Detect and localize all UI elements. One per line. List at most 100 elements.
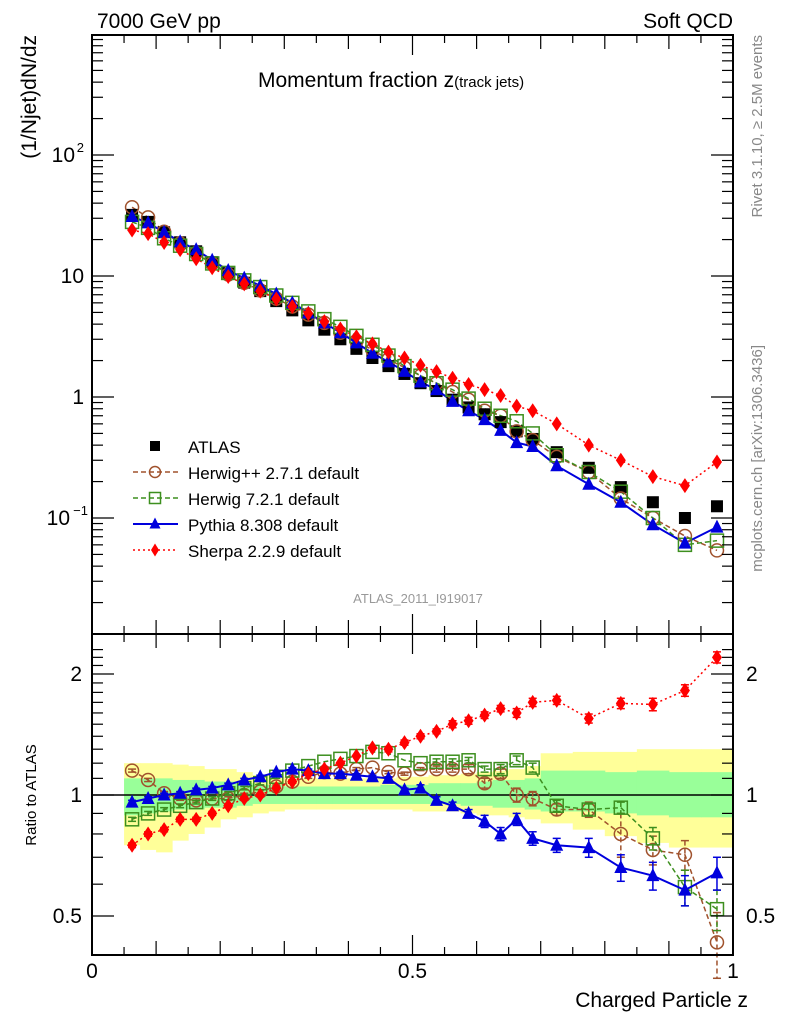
legend-label: Herwig 7.2.1 default xyxy=(188,490,339,509)
sherpa-marker xyxy=(431,723,442,739)
herwig7-marker xyxy=(156,802,172,817)
sherpa-marker xyxy=(223,269,234,285)
herwig7-marker xyxy=(549,798,564,814)
uncertainty-bands xyxy=(92,749,734,853)
pythia-marker xyxy=(494,422,508,436)
herwig7-marker xyxy=(613,800,629,815)
sherpa-marker xyxy=(679,682,690,698)
x-tick-label: 0.5 xyxy=(398,960,427,983)
sherpa-marker xyxy=(415,728,426,744)
main-title-suffix: (track jets) xyxy=(454,74,524,91)
y-tick-label-ratio-right: 1 xyxy=(746,784,758,807)
sherpa-marker xyxy=(431,364,442,380)
herwig7-marker xyxy=(140,806,156,821)
pythia-marker xyxy=(414,780,428,794)
sherpa-marker xyxy=(447,716,458,732)
y-tick-label-ratio-left: 1 xyxy=(70,784,82,807)
herwigpp-marker xyxy=(477,775,492,791)
sherpa-marker xyxy=(711,454,722,470)
legend: ATLAS Herwig++ 2.7.1 default Herwig 7.2.1 … xyxy=(133,438,359,561)
y-tick-label-ratio-left: 0.5 xyxy=(53,905,82,928)
sherpa-marker xyxy=(399,735,410,751)
sherpa-marker xyxy=(335,755,346,771)
pythia-marker xyxy=(526,830,540,844)
pythia-marker xyxy=(269,764,283,778)
pythia-marker xyxy=(189,782,203,796)
pythia-marker xyxy=(125,209,139,223)
sherpa-marker xyxy=(367,336,378,352)
herwig7-marker xyxy=(148,491,162,505)
y-tick-label-ratio-right: 2 xyxy=(746,663,758,686)
herwigpp-marker xyxy=(509,787,524,803)
pythia-marker xyxy=(710,865,724,879)
pythia-marker xyxy=(678,535,692,549)
legend-label: Sherpa 2.2.9 default xyxy=(188,542,341,561)
sherpa-marker xyxy=(447,370,458,386)
pythia-marker xyxy=(189,242,203,256)
sherpa-marker xyxy=(615,695,626,711)
sherpa-marker xyxy=(351,329,362,345)
legend-item: ATLAS xyxy=(150,438,241,457)
atlas-data-point xyxy=(710,500,723,513)
pythia-marker xyxy=(646,868,660,882)
pythia-marker xyxy=(173,234,187,248)
pythia-marker xyxy=(582,840,596,854)
sherpa-marker xyxy=(711,649,722,665)
band-1sigma-bin xyxy=(444,783,462,804)
sherpa-marker xyxy=(207,805,218,821)
band-1sigma-bin xyxy=(636,770,670,816)
y-tick-label-main: 10 xyxy=(61,265,84,288)
pythia-marker xyxy=(526,438,540,452)
sherpa-marker xyxy=(303,766,314,782)
sherpa-marker xyxy=(383,741,394,757)
sherpa-marker xyxy=(399,350,410,366)
legend-label: Herwig++ 2.7.1 default xyxy=(188,464,359,483)
herwig7-marker xyxy=(413,755,428,771)
pythia-marker xyxy=(462,805,476,819)
sherpa-marker xyxy=(647,469,658,485)
pythia-marker xyxy=(397,782,411,796)
herwigpp-marker xyxy=(124,763,140,778)
atlas-data-point xyxy=(510,425,523,438)
pythia-marker xyxy=(221,777,235,791)
ratio-series-layer xyxy=(124,649,725,980)
sherpa-marker xyxy=(463,713,474,729)
pythia-marker xyxy=(510,811,524,825)
pythia-marker xyxy=(582,476,596,490)
herwig7-marker xyxy=(429,754,444,769)
y-tick-label-main: 10 xyxy=(47,507,70,530)
pythia-marker xyxy=(478,412,492,426)
sherpa-marker xyxy=(551,416,562,432)
sherpa-marker xyxy=(223,798,234,814)
herwig7-marker xyxy=(461,753,476,768)
sherpa-marker xyxy=(351,748,362,764)
sherpa-marker xyxy=(335,321,346,337)
pythia-marker xyxy=(614,860,628,874)
sherpa-marker xyxy=(583,437,594,453)
herwigpp-marker xyxy=(613,826,629,842)
legend-item: Pythia 8.308 default xyxy=(133,516,339,535)
header-right-label: Soft QCD xyxy=(643,10,733,33)
x-tick-label: 0 xyxy=(86,960,98,983)
herwig7-marker xyxy=(581,802,597,817)
pythia-marker xyxy=(397,363,411,377)
pythia-marker xyxy=(141,215,155,229)
pythia-marker xyxy=(614,494,628,508)
pythia-marker xyxy=(510,435,524,449)
pythia-marker xyxy=(381,354,395,368)
sherpa-marker xyxy=(239,276,250,292)
sherpa-marker xyxy=(495,387,506,403)
sherpa-marker xyxy=(583,710,594,726)
y-axis-label-main: (1/Njet)dN/dz xyxy=(18,35,41,159)
sherpa-marker xyxy=(175,811,186,827)
y-tick-label-exponent: 2 xyxy=(77,140,84,155)
herwig7-marker xyxy=(493,761,508,777)
herwig7-marker xyxy=(124,812,140,827)
sherpa-marker xyxy=(527,694,538,710)
pythia-marker xyxy=(478,813,492,827)
pythia-marker xyxy=(430,382,444,396)
sherpa-marker xyxy=(415,357,426,373)
y-tick-label-ratio-left: 2 xyxy=(70,663,82,686)
pythia-marker xyxy=(365,769,379,783)
